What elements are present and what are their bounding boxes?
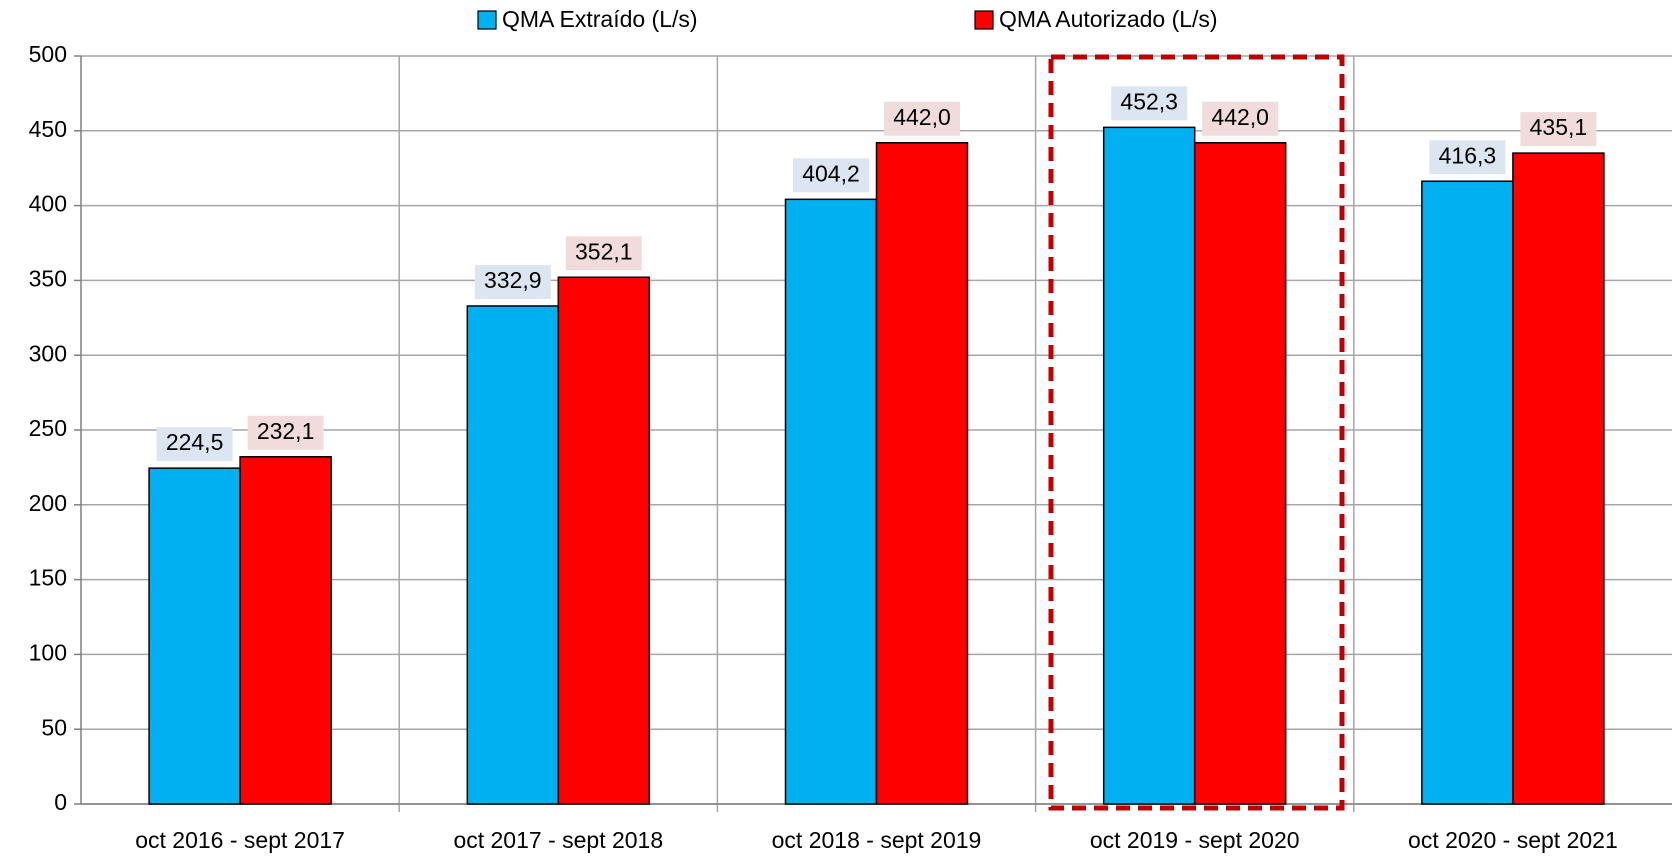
value-label: 442,0 [1211, 104, 1269, 130]
value-label-bg [793, 158, 869, 193]
bar [1193, 142, 1287, 805]
bar [1421, 180, 1514, 805]
y-tick-label: 100 [29, 639, 67, 665]
value-label-bg [247, 415, 324, 450]
value-label: 332,9 [484, 267, 542, 293]
y-tick-label: 150 [29, 565, 67, 591]
x-tick-label: oct 2017 - sept 2018 [453, 827, 663, 853]
value-label: 416,3 [1439, 142, 1497, 168]
value-label: 352,1 [575, 238, 633, 264]
legend-swatch [974, 10, 994, 30]
value-label-bg [1520, 112, 1597, 147]
value-label-bg [565, 236, 642, 271]
highlight-box [1048, 54, 1345, 811]
x-tick-label: oct 2019 - sept 2020 [1090, 827, 1300, 853]
bar [784, 198, 878, 805]
value-label: 224,5 [166, 429, 224, 455]
y-tick-label: 500 [29, 41, 67, 67]
y-tick-label: 300 [29, 340, 67, 366]
x-tick-label: oct 2018 - sept 2019 [772, 827, 982, 853]
legend-swatch [477, 10, 497, 30]
bar [1102, 126, 1196, 805]
value-label-bg [1202, 101, 1279, 136]
y-tick-label: 200 [29, 490, 67, 516]
value-label: 435,1 [1530, 114, 1588, 140]
y-tick-label: 0 [54, 789, 67, 815]
bar [875, 142, 969, 805]
value-label-bg [156, 427, 233, 462]
legend-label: QMA Extraído (L/s) [502, 6, 698, 32]
y-tick-label: 400 [29, 191, 67, 217]
value-label: 404,2 [802, 160, 860, 186]
x-tick-label: oct 2020 - sept 2021 [1408, 827, 1618, 853]
value-label: 442,0 [893, 104, 951, 130]
bar [239, 456, 332, 805]
value-label-bg [1429, 140, 1506, 175]
value-label-bg [474, 264, 551, 299]
y-tick-label: 250 [29, 415, 67, 441]
bar [148, 467, 241, 805]
value-label-bg [1111, 86, 1188, 121]
bar [1512, 152, 1605, 805]
legend-label: QMA Autorizado (L/s) [999, 6, 1218, 32]
y-tick-label: 450 [29, 116, 67, 142]
value-label-bg [884, 101, 960, 136]
y-tick-label: 350 [29, 265, 67, 291]
value-label: 232,1 [257, 418, 315, 444]
bar [557, 276, 651, 805]
y-tick-label: 50 [41, 714, 67, 740]
value-label: 452,3 [1120, 88, 1178, 114]
x-tick-label: oct 2016 - sept 2017 [135, 827, 345, 853]
bar [466, 305, 560, 805]
